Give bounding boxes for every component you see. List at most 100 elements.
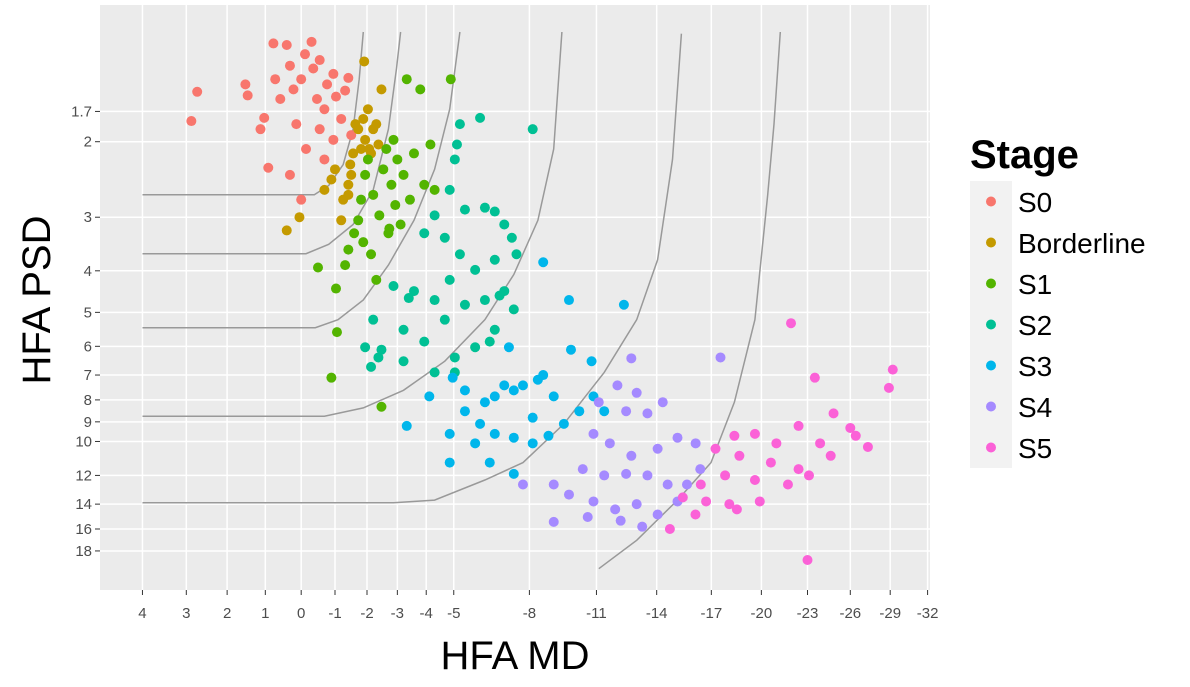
x-tick-label: -29 — [879, 605, 901, 622]
point — [255, 124, 266, 135]
point — [306, 36, 317, 47]
point — [548, 516, 559, 527]
point — [637, 521, 648, 532]
point — [548, 391, 559, 402]
point — [404, 194, 415, 205]
legend: Stage S0 Borderline S1 S2 S3 S4 S5 — [970, 133, 1146, 468]
point — [754, 496, 765, 507]
point — [360, 134, 371, 145]
point — [815, 438, 826, 449]
point — [444, 457, 455, 468]
point — [424, 391, 435, 402]
axes: 4 3 2 1 0 -1 -2 -3 -4 -5 -8 -11 -14 -17 -20 -23 -26 -29 -3… — [71, 103, 938, 622]
point — [330, 91, 341, 102]
point — [475, 418, 486, 429]
point — [291, 119, 302, 130]
point — [459, 204, 470, 215]
point — [802, 555, 813, 566]
point — [604, 438, 615, 449]
point — [360, 342, 371, 353]
y-tick-label: 1.7 — [71, 103, 92, 120]
point — [771, 438, 782, 449]
point — [353, 124, 364, 135]
point — [574, 406, 585, 417]
point — [419, 336, 430, 347]
boundary-line — [142, 31, 365, 196]
point — [517, 380, 528, 391]
boundary-line — [142, 31, 402, 255]
x-tick-label: -2 — [360, 605, 373, 622]
point — [503, 342, 514, 353]
legend-marker — [986, 401, 996, 412]
point — [415, 84, 426, 95]
point — [376, 84, 387, 95]
point — [484, 457, 495, 468]
point — [825, 450, 836, 461]
point — [489, 254, 500, 265]
point — [494, 290, 505, 301]
point — [439, 314, 450, 325]
point — [326, 174, 337, 185]
x-tick-label: -23 — [797, 605, 819, 622]
point — [459, 385, 470, 396]
point — [615, 515, 626, 526]
point — [563, 489, 574, 500]
point — [383, 228, 394, 239]
point — [543, 430, 554, 441]
point — [782, 479, 793, 490]
legend-marker — [986, 360, 996, 371]
point — [392, 154, 403, 165]
point — [408, 286, 419, 297]
point — [862, 441, 873, 452]
point — [296, 74, 307, 85]
point — [373, 352, 384, 363]
point — [593, 397, 604, 408]
point — [240, 79, 251, 90]
point — [376, 401, 387, 412]
y-tick-label: 12 — [75, 467, 92, 484]
point — [268, 38, 279, 49]
point — [419, 228, 430, 239]
point — [489, 391, 500, 402]
point — [845, 422, 856, 433]
point — [563, 295, 574, 306]
point — [263, 162, 274, 173]
point — [328, 68, 339, 79]
y-tick-label: 10 — [75, 433, 92, 450]
point — [652, 509, 663, 520]
point — [586, 356, 597, 367]
point — [527, 124, 538, 135]
point — [358, 113, 369, 124]
point — [345, 159, 356, 170]
point — [360, 169, 371, 180]
point — [527, 438, 538, 449]
x-tick-label: -14 — [646, 605, 668, 622]
legend-label: S2 — [1018, 310, 1052, 341]
y-tick-label: 7 — [84, 367, 92, 384]
legend-label: S1 — [1018, 269, 1052, 300]
point — [626, 450, 637, 461]
point — [599, 470, 610, 481]
boundary-line — [142, 31, 563, 417]
point — [734, 450, 745, 461]
point — [470, 264, 481, 275]
legend-label: S0 — [1018, 187, 1052, 218]
point — [479, 202, 490, 213]
point — [793, 464, 804, 475]
point — [322, 79, 333, 90]
point — [621, 406, 632, 417]
point — [582, 511, 593, 522]
point — [887, 364, 898, 375]
point — [765, 457, 776, 468]
point — [429, 184, 440, 195]
point — [577, 464, 588, 475]
point — [612, 380, 623, 391]
boundary-line — [598, 31, 782, 570]
point — [506, 232, 517, 243]
legend-marker — [986, 237, 996, 248]
point — [731, 504, 742, 515]
point — [642, 408, 653, 419]
point — [398, 169, 409, 180]
point — [479, 397, 490, 408]
